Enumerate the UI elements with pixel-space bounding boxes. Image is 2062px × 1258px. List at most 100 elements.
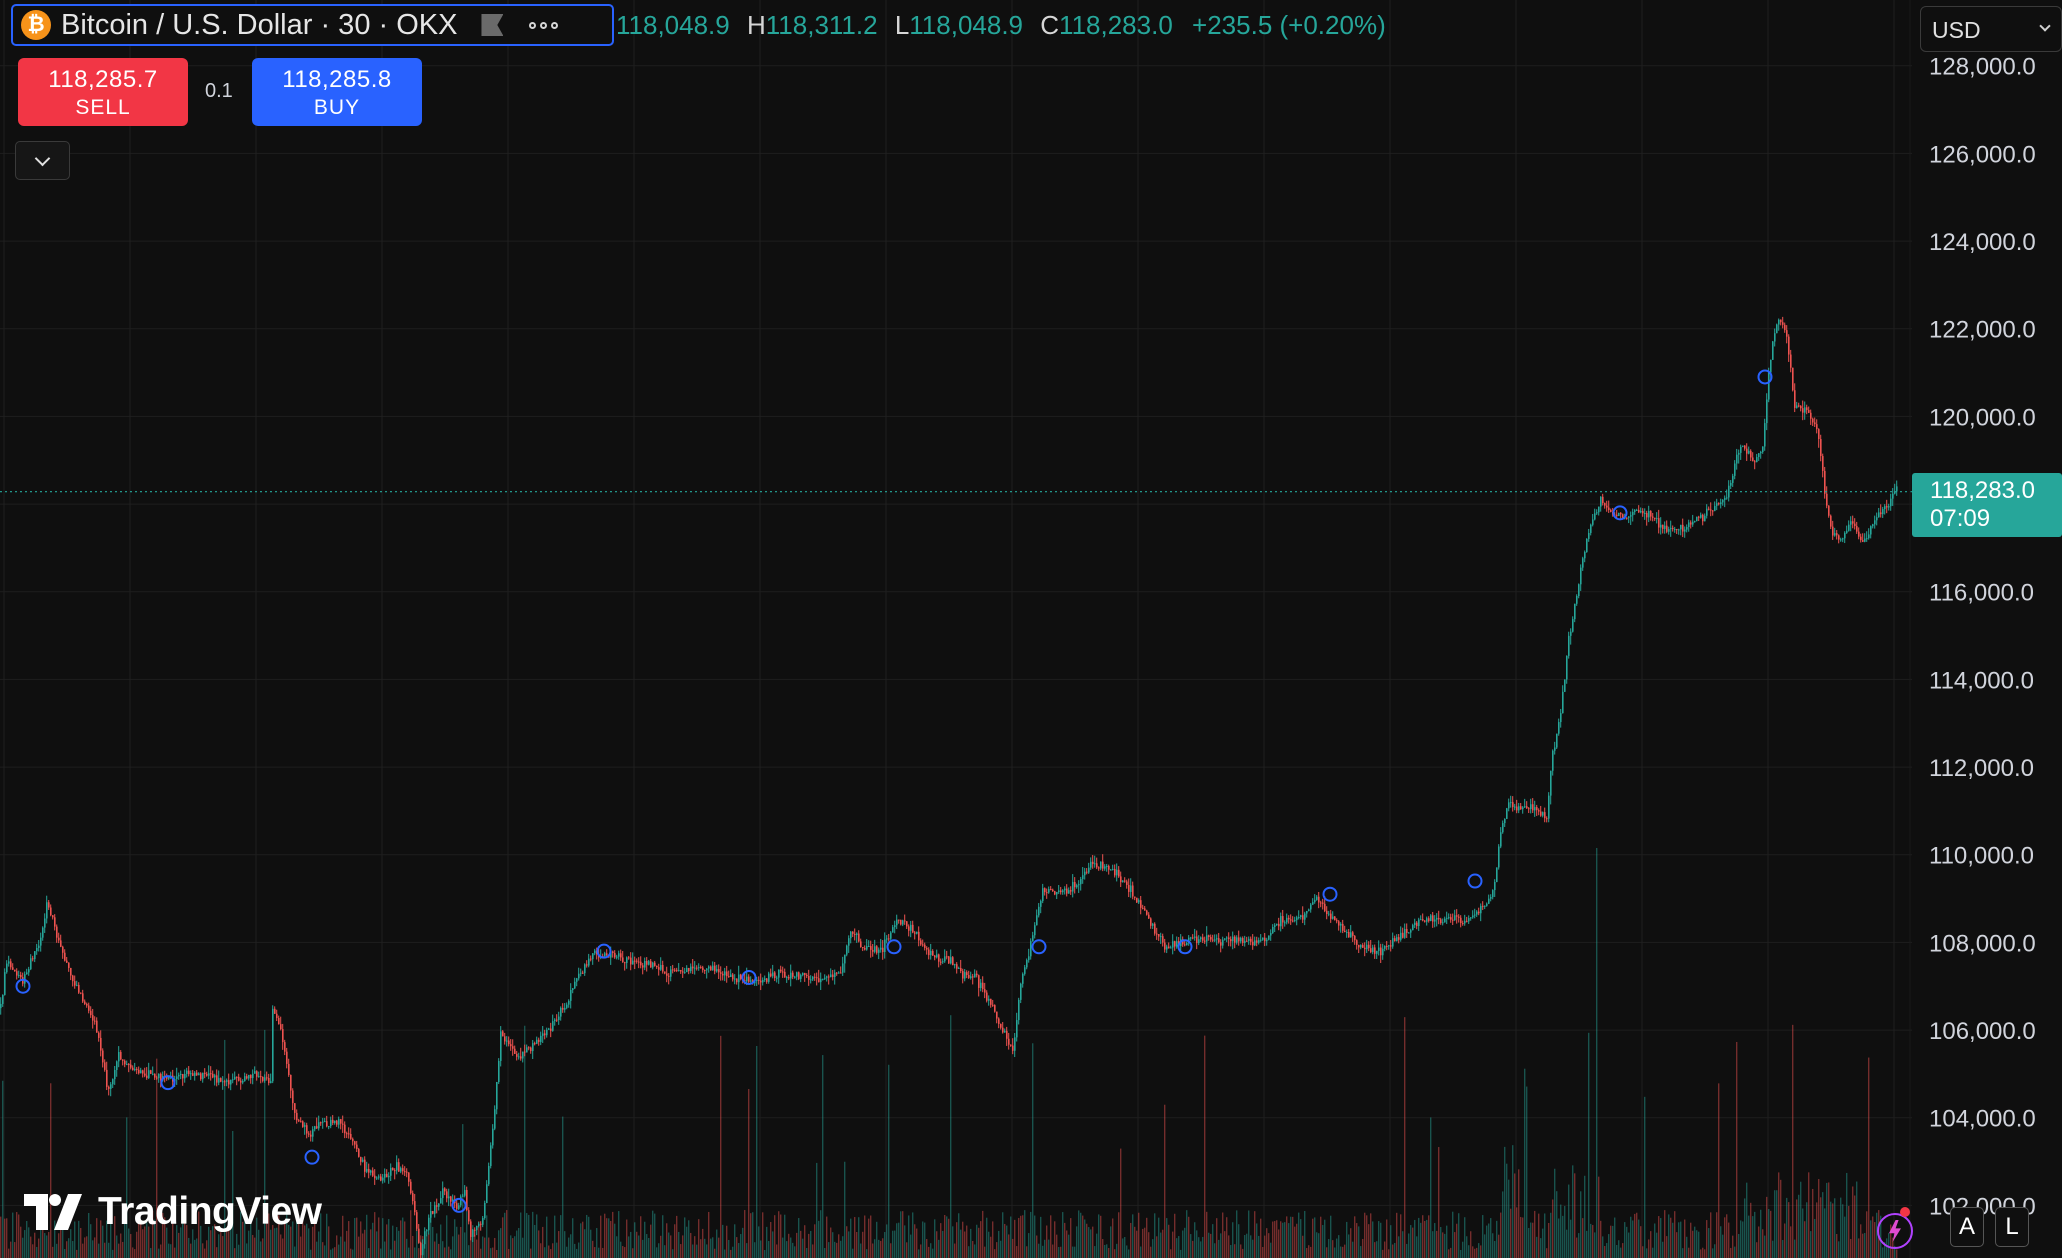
volume-bar xyxy=(22,1237,24,1258)
candle-body xyxy=(958,968,960,970)
volume-bar xyxy=(426,1235,428,1258)
candle-body xyxy=(1462,923,1464,925)
volume-bar xyxy=(1702,1247,1704,1258)
volume-bar xyxy=(1598,1176,1600,1258)
volume-bar xyxy=(1254,1211,1256,1258)
candle-body xyxy=(1620,512,1622,515)
volume-bar xyxy=(1694,1226,1696,1258)
volume-bar xyxy=(408,1247,410,1258)
volume-bar xyxy=(1264,1235,1266,1258)
collapse-legend-button[interactable] xyxy=(15,141,70,180)
candle-body xyxy=(1356,940,1358,945)
candle-body xyxy=(792,972,794,977)
candle-body xyxy=(1280,916,1282,927)
volume-bar xyxy=(758,1226,760,1258)
candle-body xyxy=(542,1033,544,1036)
candle-body xyxy=(1596,512,1598,514)
currency-select[interactable]: USD xyxy=(1920,6,2062,52)
candle-body xyxy=(876,946,878,953)
candle-body xyxy=(484,1203,486,1219)
candle-body xyxy=(1694,521,1696,523)
candle-body xyxy=(1684,529,1686,532)
volume-bar xyxy=(1564,1205,1566,1258)
candle-body xyxy=(142,1070,144,1074)
buy-button[interactable]: 118,285.8 BUY xyxy=(252,58,422,126)
candle-body xyxy=(794,976,796,978)
candle-body xyxy=(490,1145,492,1167)
volume-bar xyxy=(1836,1233,1838,1258)
candle-body xyxy=(902,920,904,925)
symbol-legend[interactable]: ₿ Bitcoin / U.S. Dollar · 30 · OKX xyxy=(11,4,614,46)
candle-body xyxy=(928,949,930,956)
candle-body xyxy=(992,1004,994,1006)
y-axis-tick-label: 122,000.0 xyxy=(1929,317,2036,344)
candle-body xyxy=(86,1004,88,1006)
candle-body xyxy=(552,1021,554,1031)
candle-body xyxy=(460,1196,462,1206)
candle-body xyxy=(578,973,580,979)
volume-bar xyxy=(1502,1191,1504,1258)
volume-bar xyxy=(478,1221,480,1258)
volume-bar xyxy=(754,1242,756,1258)
candle-body xyxy=(508,1040,510,1045)
volume-bar xyxy=(268,1213,270,1258)
candle-body xyxy=(1094,863,1096,865)
candle-body xyxy=(430,1211,432,1218)
symbol-title[interactable]: Bitcoin / U.S. Dollar · 30 · OKX xyxy=(61,8,458,41)
volume-bar xyxy=(1070,1218,1072,1258)
tradingview-logo[interactable]: TradingView xyxy=(24,1190,322,1234)
volume-bar xyxy=(488,1237,490,1258)
candle-body xyxy=(1074,881,1076,888)
volume-bar xyxy=(1150,1246,1152,1258)
candle-body xyxy=(602,956,604,958)
volume-bar xyxy=(1706,1220,1708,1258)
volume-bar xyxy=(1428,1215,1430,1258)
volume-bar xyxy=(142,1229,144,1258)
volume-bar xyxy=(1386,1219,1388,1258)
flag-icon[interactable] xyxy=(481,14,503,36)
volume-bar xyxy=(1194,1222,1196,1258)
volume-bar xyxy=(498,1230,500,1258)
close-label: C xyxy=(1040,10,1060,40)
volume-bar xyxy=(26,1221,28,1258)
candle-body xyxy=(714,965,716,972)
auto-scale-button[interactable]: A xyxy=(1950,1207,1984,1247)
volume-bar xyxy=(254,1237,256,1258)
volume-bar xyxy=(1044,1239,1046,1258)
event-marker xyxy=(1612,505,1628,521)
candle-body xyxy=(280,1024,282,1030)
candle-body xyxy=(660,965,662,970)
candle-body xyxy=(1264,937,1266,942)
volume-bar xyxy=(694,1236,696,1258)
volume-bar xyxy=(134,1249,136,1258)
candle-body xyxy=(814,976,816,978)
volume-bar xyxy=(386,1224,388,1258)
candle-body xyxy=(366,1168,368,1172)
candle-body xyxy=(272,1008,274,1082)
volume-bar xyxy=(1526,1086,1528,1258)
volume-bar xyxy=(430,1211,432,1258)
candle-body xyxy=(1120,876,1122,883)
candle-body xyxy=(560,1007,562,1017)
lightning-icon[interactable] xyxy=(1877,1213,1913,1249)
volume-bar xyxy=(1034,1215,1036,1258)
candle-body xyxy=(230,1079,232,1085)
candle-body xyxy=(1852,521,1854,524)
sell-button[interactable]: 118,285.7 SELL xyxy=(18,58,188,126)
more-options-icon[interactable] xyxy=(529,21,559,29)
log-scale-button[interactable]: L xyxy=(1995,1207,2029,1247)
candle-body xyxy=(940,961,942,963)
candle-body xyxy=(1270,933,1272,936)
candle-body xyxy=(1778,319,1780,325)
volume-bar xyxy=(1472,1246,1474,1258)
candle-body xyxy=(192,1073,194,1076)
volume-bar xyxy=(608,1218,610,1258)
order-quantity[interactable]: 0.1 xyxy=(205,80,233,102)
candle-body xyxy=(960,968,962,972)
candle-body xyxy=(1812,418,1814,423)
candle-body xyxy=(316,1126,318,1129)
volume-bar xyxy=(1678,1222,1680,1258)
candle-body xyxy=(1566,655,1568,680)
